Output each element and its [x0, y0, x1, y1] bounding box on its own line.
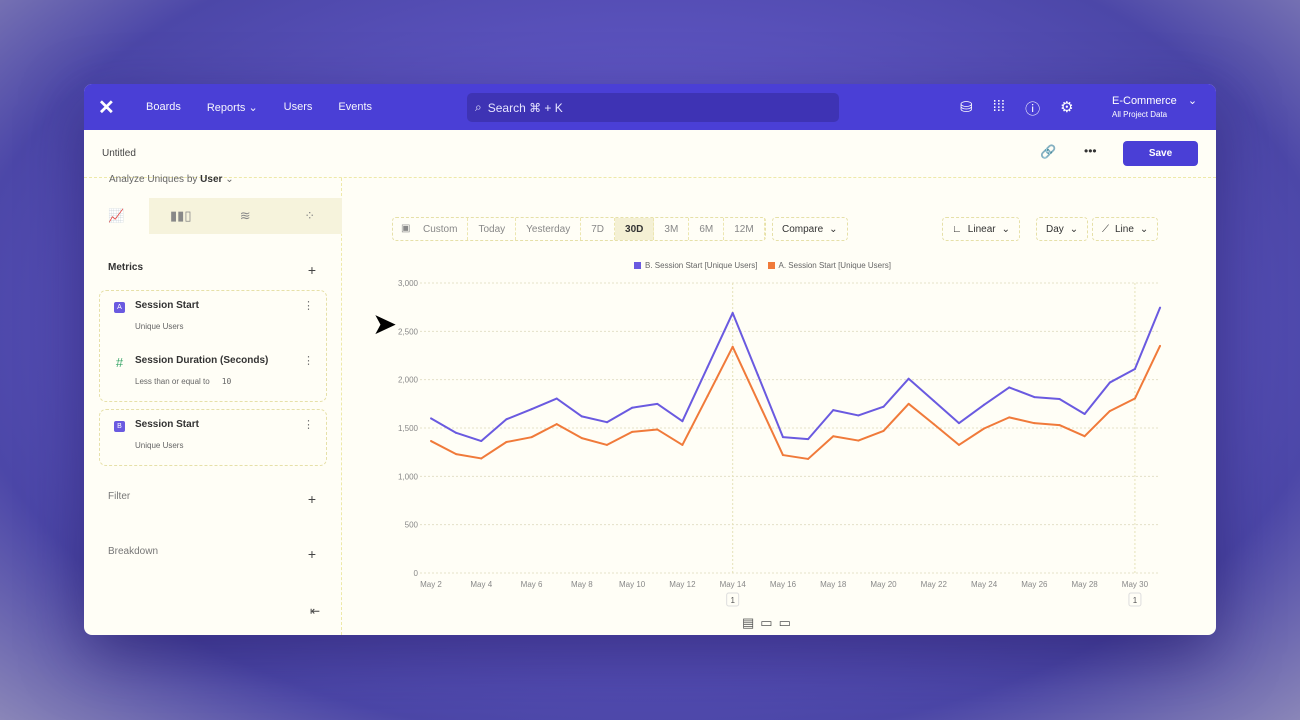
filter-header[interactable]: Filter +	[108, 491, 316, 507]
database-icon[interactable]: ⛁	[960, 99, 973, 116]
scale-label: Linear	[967, 223, 996, 235]
add-metric-icon[interactable]: +	[307, 262, 316, 278]
chart-legend: B. Session Start [Unique Users] A. Sessi…	[634, 261, 891, 270]
nav-users[interactable]: Users	[283, 101, 313, 113]
analyze-uniques[interactable]: Analyze Uniques by User ⌄	[109, 174, 234, 185]
report-header: Untitled 🔗 ••• Save	[84, 130, 1216, 178]
search-placeholder: Search ⌘ + K	[487, 100, 563, 115]
project-name: E-Commerce	[1112, 95, 1177, 107]
line-chart-icon: ⟋	[1102, 223, 1109, 235]
layout-bottom-icon[interactable]: ▭	[778, 615, 791, 630]
range-6m[interactable]: 6M	[689, 218, 725, 240]
range-yesterday[interactable]: Yesterday	[516, 218, 582, 240]
calendar-icon: ▣	[401, 223, 411, 234]
range-12m[interactable]: 12M	[724, 218, 765, 240]
metric-title: Session Start	[135, 419, 199, 430]
compare-dropdown[interactable]: Compare ⌄	[772, 217, 848, 241]
analyze-value: User	[200, 174, 223, 185]
legend-item-b[interactable]: B. Session Start [Unique Users]	[634, 261, 758, 270]
interval-label: Day	[1046, 223, 1064, 235]
interval-dropdown[interactable]: Day ⌄	[1036, 217, 1089, 241]
metrics-header: Metrics +	[108, 262, 316, 278]
chart-type-dropdown[interactable]: ⟋ Line ⌄	[1092, 217, 1159, 241]
report-title[interactable]: Untitled	[102, 148, 136, 159]
kebab-menu-icon[interactable]: ⋮	[303, 300, 314, 312]
nav-events[interactable]: Events	[338, 101, 373, 113]
search-input[interactable]: ⌕ Search ⌘ + K	[467, 93, 839, 122]
view-layout-toggle: ▤ ▭ ▭	[742, 615, 791, 631]
top-nav: ✕ Boards Reports ⌄ Users Events ⌕ Search …	[84, 84, 1216, 130]
nav-boards[interactable]: Boards	[146, 101, 181, 113]
scale-dropdown[interactable]: ∟ Linear ⌄	[942, 217, 1020, 241]
chevron-down-icon: ⌄	[248, 101, 258, 114]
axis-icon: ∟	[952, 223, 962, 235]
layout-split-icon[interactable]: ▤	[742, 615, 755, 630]
mouse-cursor-icon: ➤	[372, 308, 398, 341]
main-panel: Custom Today Yesterday 7D 30D 3M 6M 12M ▣ Compar…	[342, 178, 1216, 635]
tab-flows-icon[interactable]: ≋	[213, 198, 278, 234]
metric-sub: Unique Users	[135, 322, 184, 331]
breakdown-header[interactable]: Breakdown +	[108, 546, 316, 562]
tab-retention-icon[interactable]: ⁘	[277, 198, 342, 234]
tab-funnels-icon[interactable]: ▮▮▯	[148, 198, 213, 234]
analyze-label: Analyze Uniques by	[109, 174, 198, 185]
metric-badge: B	[114, 421, 125, 432]
layout-top-icon[interactable]: ▭	[760, 615, 773, 630]
metrics-title: Metrics	[108, 262, 144, 273]
kebab-menu-icon[interactable]: ⋮	[303, 419, 314, 431]
metric-badge: A	[114, 302, 125, 313]
nav-reports-label: Reports	[206, 101, 246, 114]
save-button[interactable]: Save	[1123, 141, 1198, 166]
search-icon: ⌕	[475, 100, 482, 114]
metric-card-b[interactable]: B Session Start Unique Users ⋮	[99, 409, 327, 466]
chevron-down-icon: ⌄	[1187, 95, 1198, 107]
breakdown-title: Breakdown	[108, 546, 159, 557]
add-breakdown-icon[interactable]: +	[307, 546, 316, 562]
metric-title: Session Start	[135, 300, 199, 311]
settings-gear-icon[interactable]: ⚙	[1060, 99, 1074, 116]
filter-value[interactable]: 10	[221, 377, 232, 386]
tab-insights-icon[interactable]: 📈	[84, 198, 149, 234]
chart-type-label: Line	[1115, 223, 1134, 235]
link-icon[interactable]: 🔗	[1040, 144, 1057, 159]
kebab-menu-icon[interactable]: ⋮	[303, 355, 314, 367]
date-range-selector: Custom Today Yesterday 7D 30D 3M 6M 12M ▣	[392, 217, 766, 241]
range-today[interactable]: Today	[468, 218, 517, 240]
sidebar: Analyze Uniques by User ⌄ 📈 ▮▮▯ ≋ ⁘ Metr…	[84, 174, 342, 635]
metric-sub: Unique Users	[135, 441, 184, 450]
metric-title: Session Duration (Seconds)	[135, 355, 269, 366]
range-custom[interactable]: Custom	[393, 218, 469, 240]
filter-operator: Less than or equal to	[135, 377, 210, 386]
apps-grid-icon[interactable]: ⁞⁞⁞	[992, 98, 1006, 115]
number-filter-icon: #	[115, 355, 124, 370]
help-icon[interactable]: ⓘ	[1025, 101, 1041, 118]
filter-title: Filter	[108, 491, 131, 502]
collapse-sidebar-icon[interactable]: ⇤	[310, 604, 321, 618]
range-30d[interactable]: 30D	[615, 218, 655, 240]
range-7d[interactable]: 7D	[581, 218, 616, 240]
more-options-icon[interactable]: •••	[1084, 144, 1097, 158]
compare-label: Compare	[782, 223, 824, 235]
metric-card-a[interactable]: A Session Start Unique Users ⋮ # Session Dur…	[99, 290, 327, 402]
legend-label: A. Session Start [Unique Users]	[778, 261, 892, 270]
legend-label: B. Session Start [Unique Users]	[645, 261, 758, 270]
logo-icon[interactable]: ✕	[98, 96, 115, 119]
nav-reports[interactable]: Reports ⌄	[207, 101, 258, 114]
range-3m[interactable]: 3M	[654, 218, 690, 240]
legend-item-a[interactable]: A. Session Start [Unique Users]	[767, 261, 892, 270]
project-switcher[interactable]: E-Commerce ⌄ All Project Data	[1112, 94, 1197, 122]
add-filter-icon[interactable]: +	[307, 491, 316, 507]
project-sub: All Project Data	[1112, 110, 1168, 119]
app-window: ✕ Boards Reports ⌄ Users Events ⌕ Search …	[84, 84, 1216, 635]
